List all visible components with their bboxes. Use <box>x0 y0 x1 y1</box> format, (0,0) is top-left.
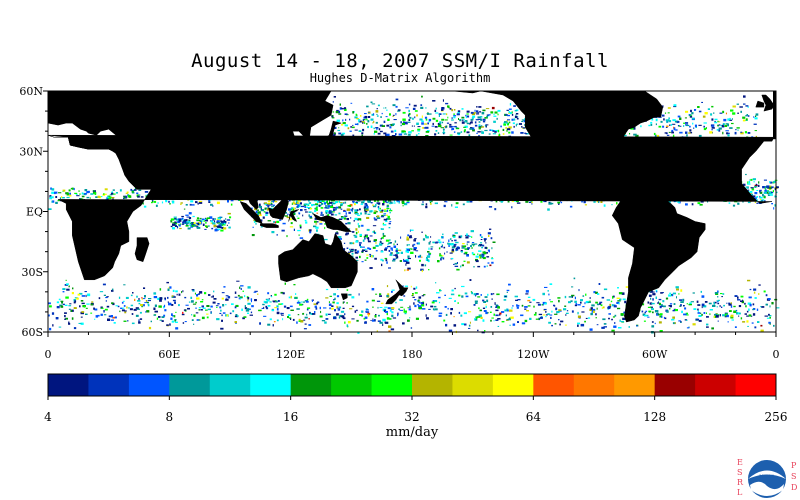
lon-label: 60E <box>158 348 180 361</box>
land-masses <box>47 90 776 333</box>
colorbar-tick-label: 128 <box>643 410 666 424</box>
land-mass <box>385 293 401 305</box>
page-title: August 14 - 18, 2007 SSM/I Rainfall <box>191 50 609 72</box>
colorbar-swatch <box>695 374 737 396</box>
land-mass <box>395 279 409 297</box>
land-mass <box>239 201 263 225</box>
land-mass <box>290 175 304 198</box>
lat-label: 30S <box>21 266 43 279</box>
colorbar-swatch <box>48 374 89 396</box>
lat-labels: 60N 30N EQ 30S 60S <box>19 85 43 339</box>
colorbar <box>47 373 777 397</box>
land-mass <box>290 161 296 169</box>
page-subtitle: Hughes D-Matrix Algorithm <box>309 71 491 85</box>
colorbar-unit-label: mm/day <box>386 425 439 440</box>
lon-label: 180 <box>402 348 423 361</box>
lon-label: 120W <box>517 348 550 361</box>
colorbar-swatch <box>128 374 170 396</box>
colorbar-swatch <box>169 374 211 396</box>
colorbar-swatch <box>573 374 615 396</box>
lon-label: 60W <box>642 348 668 361</box>
lon-label: 120E <box>276 348 305 361</box>
lon-label: 0 <box>45 348 52 361</box>
colorbar-swatch <box>492 374 534 396</box>
lon-labels: 0 60E 120E 180 120W 60W 0 <box>45 348 780 361</box>
lat-label: 60S <box>21 326 43 339</box>
land-mass <box>452 90 664 198</box>
colorbar-swatch <box>209 374 251 396</box>
colorbar-swatch <box>533 374 575 396</box>
lat-label: 30N <box>19 145 43 158</box>
land-mass <box>288 209 299 223</box>
land-mass <box>312 212 352 232</box>
land-mass <box>120 90 334 210</box>
lat-label: EQ <box>26 206 43 219</box>
colorbar-swatch <box>371 374 413 396</box>
colorbar-swatch <box>452 374 494 396</box>
land-mass <box>47 90 200 140</box>
land-mass <box>755 100 765 108</box>
colorbar-swatch <box>654 374 696 396</box>
land-mass <box>340 293 348 301</box>
map-ticks <box>43 90 777 337</box>
colorbar-swatch <box>412 374 453 396</box>
colorbar-swatch <box>735 374 777 396</box>
colorbar-tick-label: 32 <box>404 410 419 424</box>
land-mass <box>761 94 775 112</box>
colorbar-swatch <box>290 374 332 396</box>
land-mass <box>627 173 639 176</box>
land-mass <box>268 197 289 220</box>
land-mass <box>209 192 215 200</box>
land-mass <box>134 237 150 263</box>
land-mass <box>603 165 626 172</box>
colorbar-swatch <box>250 374 292 396</box>
colorbar-tick-label: 16 <box>283 410 298 424</box>
land-mass <box>278 233 358 289</box>
colorbar-swatch <box>614 374 656 396</box>
colorbar-swatch <box>88 374 130 396</box>
colorbar-tick-label: 64 <box>526 410 542 424</box>
colorbar-tick-label: 8 <box>166 410 174 424</box>
lon-label: 0 <box>773 348 780 361</box>
colorbar-tick-label: 256 <box>765 410 788 424</box>
lat-label: 60N <box>19 85 43 98</box>
land-mass <box>611 187 706 323</box>
colorbar-tick-labels: 4 8 16 32 64 128 256 <box>44 396 787 424</box>
land-mass <box>310 120 343 150</box>
colorbar-swatch <box>331 374 373 396</box>
colorbar-tick-label: 4 <box>44 410 52 424</box>
land-mass <box>260 223 279 228</box>
